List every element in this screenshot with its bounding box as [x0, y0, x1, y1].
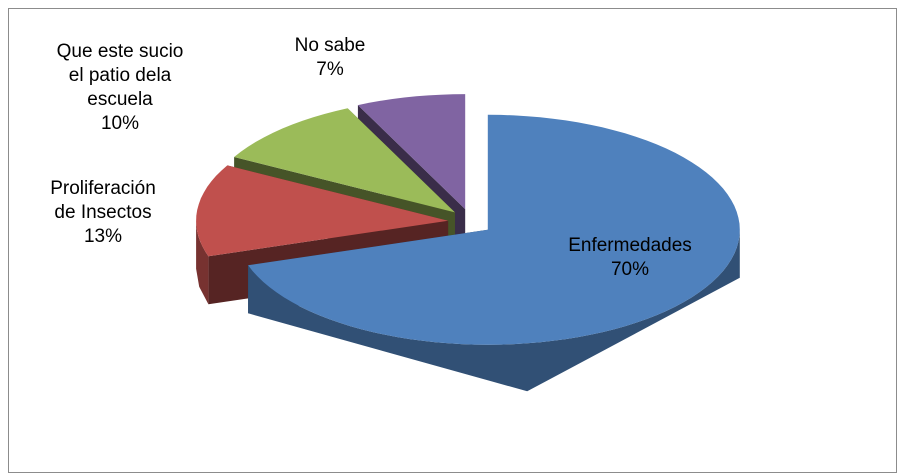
slice	[196, 165, 449, 257]
pie	[196, 94, 740, 392]
slice	[357, 94, 466, 210]
label-line: el patio dela	[69, 65, 172, 86]
category-label: Que este sucio el patio dela escuela	[57, 41, 184, 110]
label-line: escuela	[87, 89, 153, 110]
category-label: No sabe	[295, 35, 366, 56]
value-label: 70%	[611, 259, 649, 280]
labels: Enfermedades 70% Proliferación de Insectos 1…	[50, 35, 692, 280]
category-label: Proliferación de Insectos	[50, 178, 156, 223]
label-line: de Insectos	[54, 202, 151, 223]
slice-edge	[196, 220, 209, 305]
slice	[234, 108, 455, 213]
slice-edge	[248, 229, 740, 392]
label-line: No sabe	[295, 35, 366, 56]
value-label: 10%	[101, 113, 139, 134]
value-label: 13%	[84, 226, 122, 247]
category-label: Enfermedades	[568, 235, 692, 256]
slice	[248, 114, 740, 345]
label-line: Enfermedades	[568, 235, 692, 256]
label-line: Proliferación	[50, 178, 156, 199]
value-label: 7%	[316, 59, 344, 80]
label-line: Que este sucio	[57, 41, 184, 62]
